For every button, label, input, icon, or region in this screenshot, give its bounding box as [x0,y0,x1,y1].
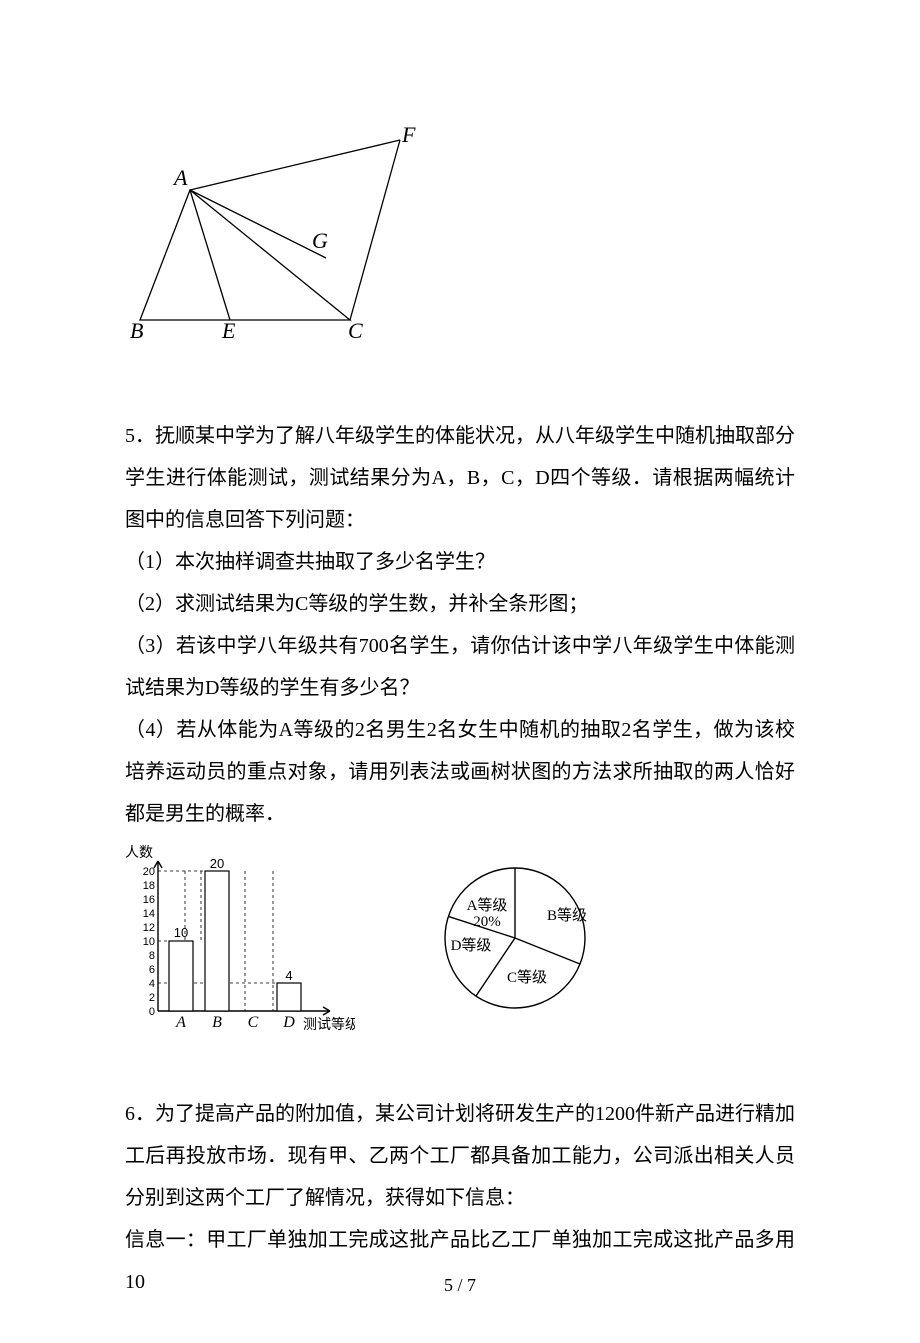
bar-cat-D: D [282,1014,295,1031]
svg-text:12: 12 [143,922,155,934]
bar-ylabel: 人数 [125,845,153,861]
bar-cat-B: B [212,1014,222,1031]
bar-cat-C: C [248,1014,259,1031]
svg-text:4: 4 [149,978,155,990]
label-B: B [130,318,143,340]
label-E: E [221,318,236,340]
page-footer: 5 / 7 [0,1267,920,1305]
svg-text:16: 16 [143,894,155,906]
bar-xlabel: 测试等级 [303,1016,355,1033]
pie-label-D: D等级 [451,936,492,954]
q6-intro: 6．为了提高产品的附加值，某公司计划将研发生产的1200件新产品进行精加工后再投… [125,1093,795,1219]
label-C: C [348,318,363,340]
pie-label-C: C等级 [507,968,547,986]
bar-D [277,983,301,1011]
q5-item-3: （3）若该中学八年级共有700名学生，请你估计该中学八年级学生中体能测试结果为D… [125,625,795,709]
q5-item-4: （4）若从体能为A等级的2名男生2名女生中随机的抽取2名学生，做为该校培养运动员… [125,709,795,835]
bar-value-A: 10 [174,925,188,940]
svg-text:8: 8 [149,950,155,962]
pie-chart: A等级 20% B等级 C等级 D等级 [425,853,615,1023]
label-A: A [172,165,188,190]
svg-text:10: 10 [143,936,155,948]
svg-text:0: 0 [149,1006,155,1018]
q5-item-2: （2）求测试结果为C等级的学生数，并补全条形图； [125,583,795,625]
svg-text:6: 6 [149,964,155,976]
label-G: G [312,228,328,253]
label-F: F [401,122,416,147]
bar-cat-A: A [175,1014,186,1031]
pie-label-B: B等级 [547,906,587,924]
svg-text:20: 20 [143,866,155,878]
svg-text:2: 2 [149,992,155,1004]
bar-chart: 人数 测试等级 0 2 4 6 8 10 12 14 16 18 20 [125,843,355,1033]
geometry-figure: A B C E F G [130,120,795,355]
bar-B [205,871,229,1011]
triangle-diagram: A B C E F G [130,120,420,340]
bar-value-B: 20 [210,856,224,871]
svg-text:18: 18 [143,880,155,892]
q5-item-1: （1）本次抽样调查共抽取了多少名学生？ [125,541,795,583]
charts-row: 人数 测试等级 0 2 4 6 8 10 12 14 16 18 20 [125,843,795,1033]
bar-value-D: 4 [285,968,292,983]
pie-label-A: A等级 [467,896,508,914]
bar-A [169,941,193,1011]
q5-intro: 5．抚顺某中学为了解八年级学生的体能状况，从八年级学生中随机抽取部分学生进行体能… [125,415,795,541]
svg-text:14: 14 [143,908,155,920]
pie-label-A-pct: 20% [473,914,501,930]
